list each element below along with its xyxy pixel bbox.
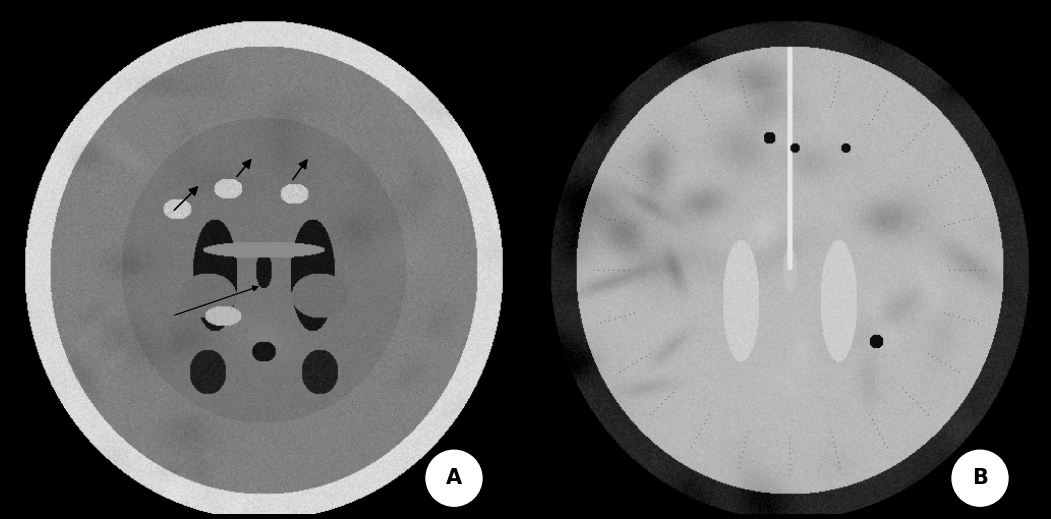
Text: B: B <box>972 468 988 488</box>
Circle shape <box>952 450 1008 506</box>
Circle shape <box>426 450 482 506</box>
Text: A: A <box>446 468 462 488</box>
